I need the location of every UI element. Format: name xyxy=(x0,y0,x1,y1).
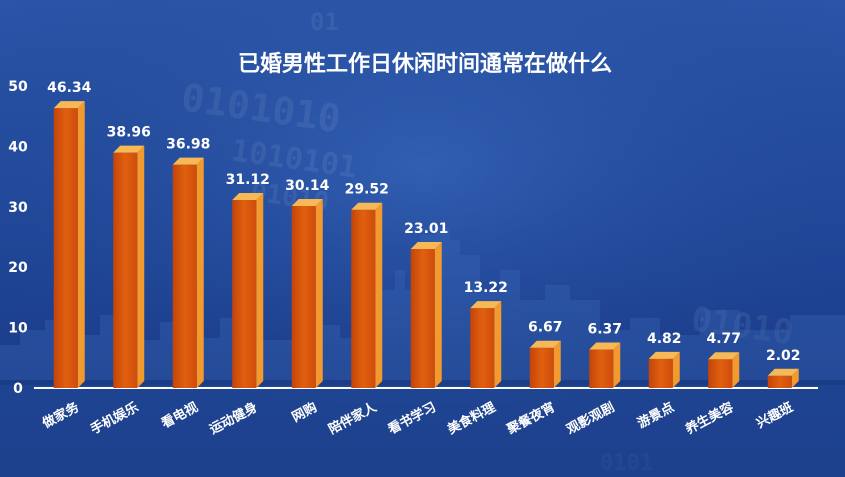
bar-front xyxy=(767,375,792,388)
bar xyxy=(232,193,264,388)
data-label: 2.02 xyxy=(766,348,801,364)
bar-top xyxy=(172,157,204,165)
bar-top xyxy=(589,342,621,350)
y-tick-label: 10 xyxy=(8,321,28,337)
data-label: 6.37 xyxy=(587,322,622,338)
bar-front xyxy=(172,164,197,388)
data-label: 23.01 xyxy=(404,221,448,237)
bar-top xyxy=(232,193,264,201)
bar-side xyxy=(375,202,383,388)
bar-top xyxy=(470,301,502,309)
bar-top xyxy=(291,198,323,206)
data-label: 46.34 xyxy=(47,80,92,96)
bar xyxy=(767,368,799,388)
bar-front xyxy=(232,200,257,388)
bar xyxy=(589,342,621,388)
bar-front xyxy=(470,308,495,388)
bar-front xyxy=(410,249,435,388)
bar xyxy=(410,242,442,388)
bar xyxy=(291,198,323,388)
bar-top xyxy=(351,202,383,210)
bars-group xyxy=(53,101,799,389)
y-tick-label: 20 xyxy=(8,260,28,276)
bar-front xyxy=(53,108,78,389)
bar-top xyxy=(529,340,561,348)
bar-top xyxy=(53,101,85,109)
bar-front xyxy=(291,205,316,388)
bar-front xyxy=(708,359,733,388)
bar-side xyxy=(732,352,740,388)
value-labels-group: 46.34 38.96 36.98 31.12 30.14 29.52 23.01 13.22… xyxy=(47,80,800,364)
y-tick-label: 50 xyxy=(8,79,28,95)
y-tick-label: 30 xyxy=(8,200,28,216)
bar-top xyxy=(767,368,799,376)
bar-front xyxy=(648,358,673,388)
data-label: 29.52 xyxy=(345,182,389,198)
y-axis-ticks: 0 10 20 30 40 50 xyxy=(8,79,28,397)
bar-side xyxy=(494,301,502,388)
bar-front xyxy=(529,347,554,388)
bar xyxy=(470,301,502,388)
bar xyxy=(529,340,561,388)
bar xyxy=(648,351,680,388)
data-label: 38.96 xyxy=(107,125,151,141)
bar-top xyxy=(113,145,145,153)
data-label: 4.77 xyxy=(706,331,741,347)
bar-side xyxy=(613,342,621,388)
bar-side xyxy=(434,242,442,388)
bar xyxy=(172,157,204,388)
data-label: 6.67 xyxy=(528,320,563,336)
data-label: 36.98 xyxy=(166,137,210,153)
bar-side xyxy=(77,101,85,389)
bar-side xyxy=(315,198,323,388)
y-tick-label: 0 xyxy=(13,381,23,397)
bar-side xyxy=(791,368,799,388)
data-label: 4.82 xyxy=(647,331,682,347)
bar-front xyxy=(113,152,138,388)
bar-top xyxy=(648,351,680,359)
bar-front xyxy=(351,209,376,388)
chart-title: 已婚男性工作日休闲时间通常在做什么 xyxy=(238,51,612,77)
bar xyxy=(351,202,383,388)
bar-side xyxy=(553,340,561,388)
bar-front xyxy=(589,349,614,388)
bar xyxy=(113,145,145,388)
data-label: 30.14 xyxy=(285,178,330,194)
bar-top xyxy=(410,242,442,250)
bar-side xyxy=(196,157,204,388)
data-label: 31.12 xyxy=(226,172,270,188)
svg-text:01: 01 xyxy=(310,8,339,36)
bar-side xyxy=(137,145,145,388)
bar-side xyxy=(256,193,264,388)
bar-top xyxy=(708,352,740,360)
y-tick-label: 40 xyxy=(8,139,28,155)
bar xyxy=(53,101,85,389)
bar-side xyxy=(672,351,680,388)
bar xyxy=(708,352,740,388)
data-label: 13.22 xyxy=(464,280,508,296)
